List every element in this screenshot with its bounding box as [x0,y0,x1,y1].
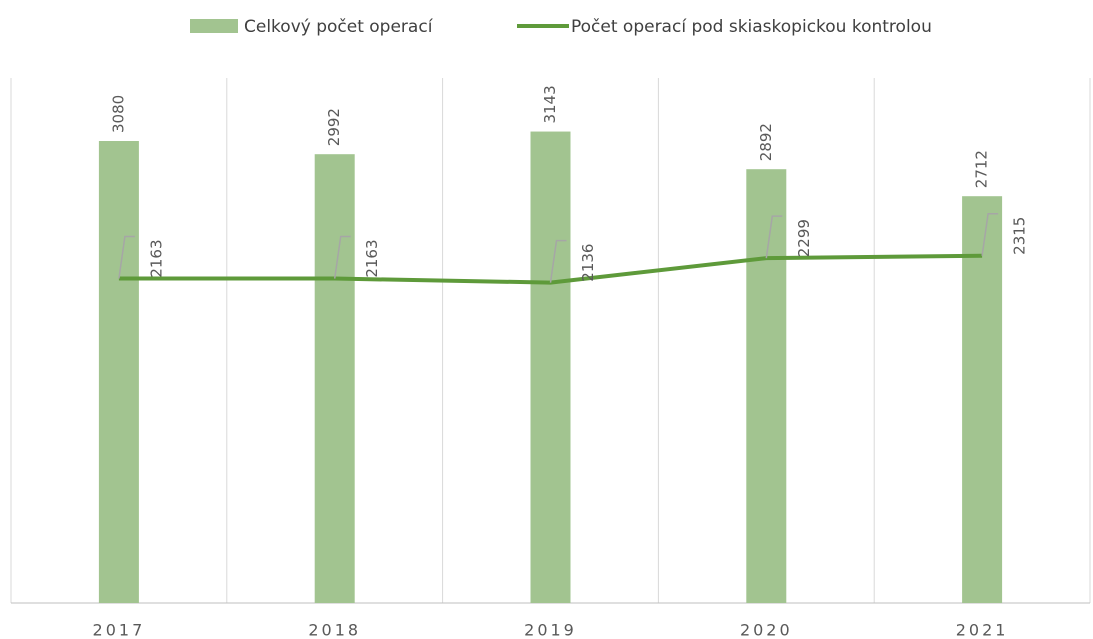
data-label: 2163 [147,239,165,277]
data-label: 3080 [109,95,127,133]
legend-label: Počet operací pod skiaskopickou kontrolo… [571,17,932,37]
x-tick-label: 2017 [93,621,146,639]
leader-line [118,235,135,279]
x-tick-label: 2018 [308,621,361,639]
leader-line [333,235,351,279]
leader-line [981,213,999,256]
x-tick-label: 2019 [524,621,577,639]
bar [314,154,355,603]
data-label: 3143 [541,85,559,123]
data-label: 2315 [1011,217,1029,255]
legend-label: Celkový počet operací [244,17,434,37]
data-label: 2892 [757,123,775,161]
data-label: 2299 [795,219,813,257]
data-label: 2712 [973,150,991,188]
data-label: 2992 [325,108,343,146]
bar [530,131,571,604]
bar [962,196,1003,603]
bar [98,141,139,603]
legend-swatch [190,19,238,33]
leader-line [765,215,783,259]
x-tick-label: 2020 [740,621,793,639]
bar [746,169,787,603]
x-tick-label: 2021 [956,621,1009,639]
leader-line [549,239,567,283]
data-label: 2163 [363,239,381,277]
data-label: 2136 [579,244,597,282]
